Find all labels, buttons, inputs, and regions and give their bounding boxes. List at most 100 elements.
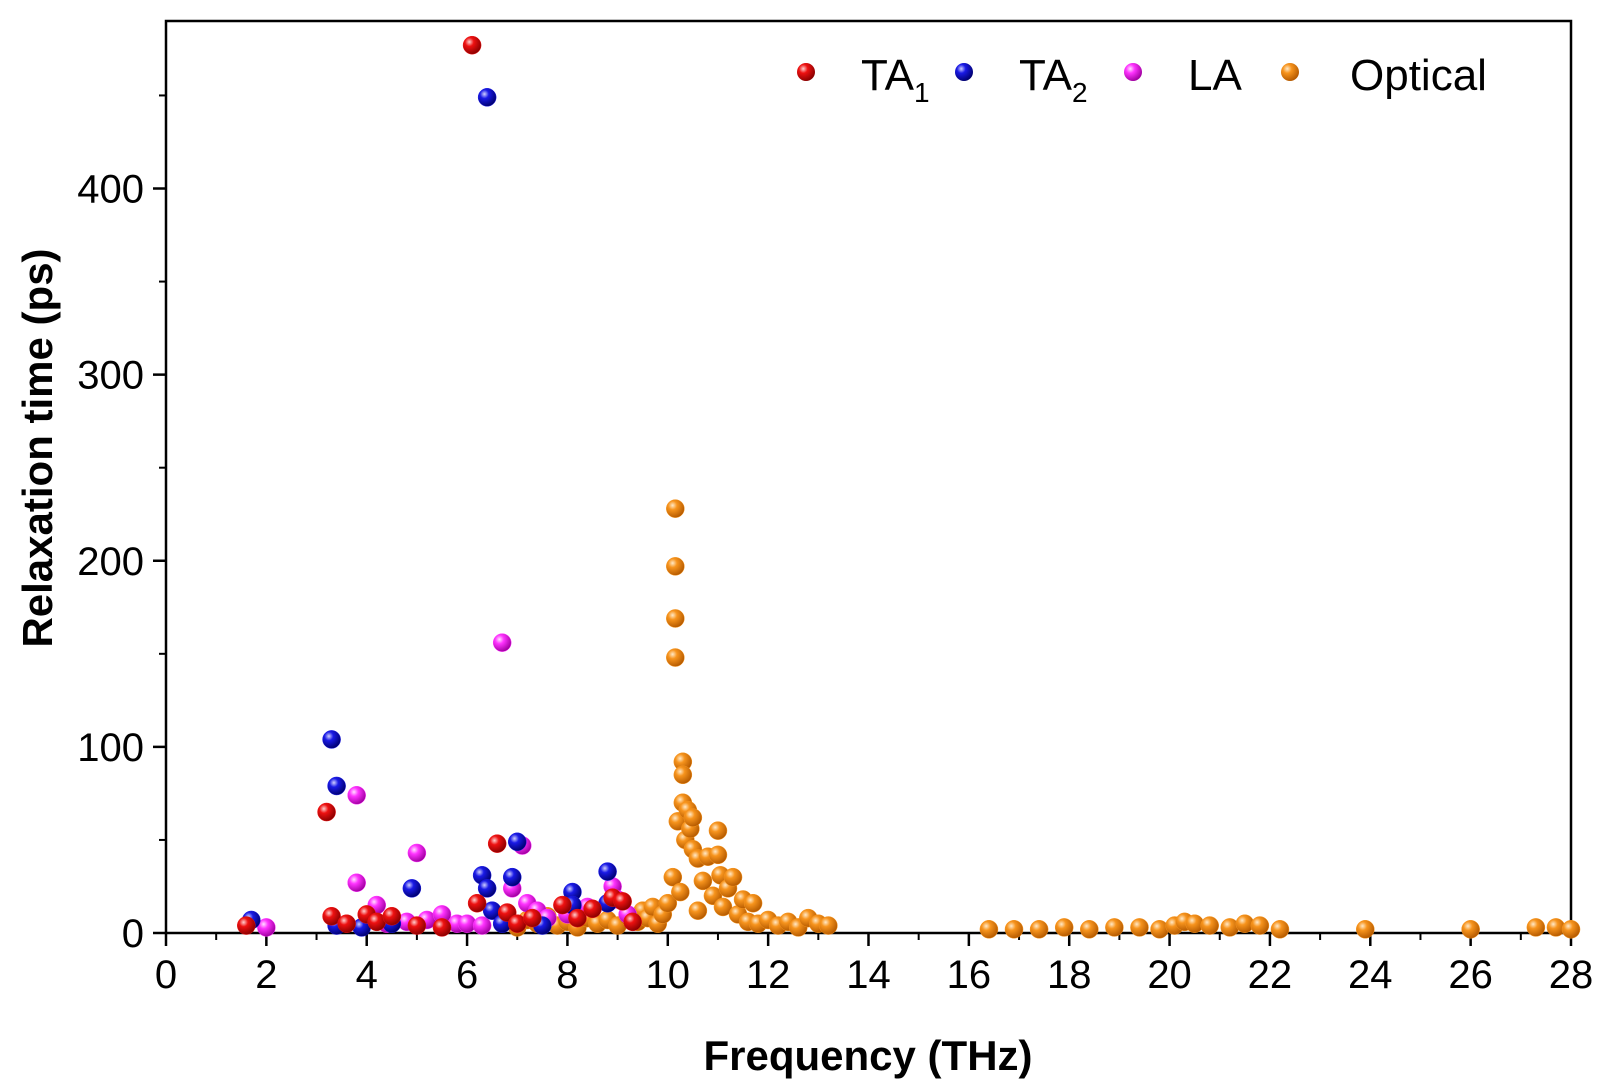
data-point <box>1561 920 1581 939</box>
legend-label: Optical <box>1350 51 1487 100</box>
data-point <box>1526 918 1546 937</box>
legend-label: TA2 <box>1019 51 1088 108</box>
data-point <box>472 916 492 935</box>
x-tick-label: 20 <box>1147 953 1192 997</box>
data-point <box>666 609 685 628</box>
legend-label: LA <box>1188 51 1242 100</box>
data-point <box>322 730 341 749</box>
data-point <box>1130 918 1149 937</box>
data-point <box>257 918 276 937</box>
data-point <box>723 867 743 887</box>
data-point <box>743 893 763 913</box>
data-point <box>477 879 497 898</box>
x-tick-label: 14 <box>846 953 891 997</box>
y-tick-label: 100 <box>77 726 144 770</box>
data-point <box>467 893 487 913</box>
data-point <box>666 499 685 518</box>
data-point <box>347 786 366 805</box>
legend-item-ta2: TA2 <box>955 51 1088 108</box>
data-point <box>477 88 497 107</box>
x-tick-label: 0 <box>155 953 177 997</box>
x-tick-label: 24 <box>1348 953 1393 997</box>
data-point <box>327 776 346 796</box>
data-point <box>1200 916 1219 935</box>
data-point <box>508 832 527 852</box>
data-point <box>671 882 690 902</box>
data-point <box>407 843 427 863</box>
data-point <box>708 845 728 865</box>
x-tick-label: 6 <box>456 953 478 997</box>
data-point <box>1080 920 1099 939</box>
data-point <box>688 901 708 920</box>
data-point <box>683 808 703 827</box>
legend: TA1 TA2 LA Optical <box>797 51 1487 108</box>
legend-item-ta1: TA1 <box>797 51 930 108</box>
data-point <box>1250 916 1270 935</box>
y-tick-labels: 0 100 200 300 400 <box>77 168 144 956</box>
data-point <box>1004 920 1024 939</box>
data-point <box>598 862 617 881</box>
y-tick-label: 300 <box>77 354 144 398</box>
data-point <box>337 914 356 933</box>
data-point <box>568 908 587 928</box>
data-point <box>382 906 402 926</box>
axis-ticks <box>153 94 1573 946</box>
data-point <box>663 867 683 887</box>
legend-marker <box>797 63 815 81</box>
data-point <box>658 893 678 913</box>
data-points <box>237 35 1581 939</box>
legend-label: TA1 <box>861 51 930 108</box>
data-point <box>432 918 452 937</box>
data-point <box>1054 918 1074 937</box>
x-tick-label: 8 <box>556 953 578 997</box>
series-ta1 <box>237 35 642 937</box>
y-tick-label: 200 <box>77 540 144 584</box>
x-tick-label: 10 <box>646 953 691 997</box>
data-point <box>819 916 838 935</box>
x-tick-label: 18 <box>1047 953 1092 997</box>
data-point <box>613 892 632 911</box>
data-point <box>347 873 366 892</box>
data-point <box>492 633 512 652</box>
data-point <box>462 35 482 55</box>
y-axis-title: Relaxation time (ps) <box>14 248 61 647</box>
legend-item-optical: Optical <box>1281 51 1487 100</box>
x-tick-label: 26 <box>1448 953 1493 997</box>
data-point <box>713 897 733 917</box>
data-point <box>1356 920 1375 939</box>
legend-marker <box>1281 63 1299 81</box>
data-point <box>666 557 685 576</box>
x-tick-label: 4 <box>356 953 378 997</box>
data-point <box>1461 920 1480 939</box>
x-tick-label: 2 <box>255 953 277 997</box>
legend-marker <box>1124 63 1142 81</box>
plot-area-frame <box>164 19 1573 935</box>
data-point <box>322 906 341 926</box>
x-tick-label: 16 <box>947 953 992 997</box>
x-tick-label: 22 <box>1248 953 1293 997</box>
data-point <box>623 912 642 932</box>
series-ta2 <box>242 88 617 937</box>
y-tick-label: 0 <box>122 912 144 956</box>
x-axis-title: Frequency (THz) <box>703 1032 1032 1079</box>
data-point <box>1105 918 1124 937</box>
x-tick-label: 28 <box>1549 953 1594 997</box>
data-point <box>487 834 507 853</box>
data-point <box>402 879 422 898</box>
data-point <box>553 895 572 915</box>
series-optical <box>508 499 1581 939</box>
data-point <box>673 765 693 785</box>
data-point <box>1029 920 1049 939</box>
data-point <box>407 916 427 935</box>
data-point <box>979 920 999 939</box>
data-point <box>666 648 685 667</box>
data-point <box>708 821 728 840</box>
data-point <box>317 802 336 822</box>
data-point <box>237 916 256 935</box>
legend-marker <box>955 63 973 81</box>
data-point <box>502 867 522 887</box>
legend-item-la: LA <box>1124 51 1242 100</box>
data-point <box>583 899 602 919</box>
data-point <box>693 871 713 891</box>
